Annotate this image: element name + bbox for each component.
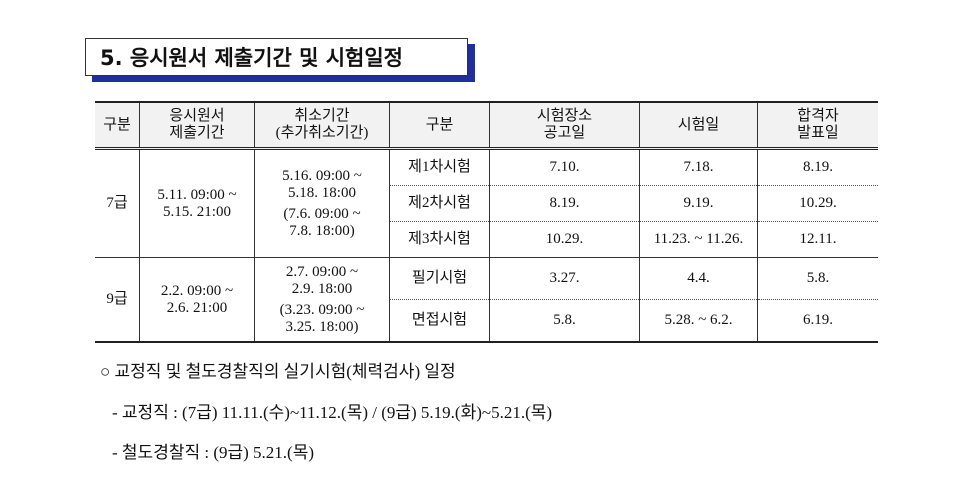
note: - 철도경찰직 : (9급) 5.21.(목) xyxy=(112,443,315,462)
header-cell: 응시원서 제출기간 xyxy=(139,101,255,150)
result: 12.11. xyxy=(757,221,878,258)
grade: 7급 xyxy=(95,148,140,258)
exam-date: 4.4. xyxy=(639,257,758,300)
header-cell: 취소기간 (추가취소기간) xyxy=(254,101,390,150)
apply-period: 2.2. 09:00 ~ 2.6. 21:00 xyxy=(139,257,255,343)
result: 8.19. xyxy=(757,148,878,186)
exam-name: 필기시험 xyxy=(389,257,490,300)
result: 5.8. xyxy=(757,257,878,300)
section-title: 5. 응시원서 제출기간 및 시험일정 xyxy=(85,38,468,76)
exam-date: 7.18. xyxy=(639,148,758,186)
grade: 9급 xyxy=(95,257,140,343)
exam-date: 5.28. ~ 6.2. xyxy=(639,299,758,343)
exam-name: 제2차시험 xyxy=(389,185,490,222)
notice: 3.27. xyxy=(489,257,640,300)
header-cell: 시험장소 공고일 xyxy=(489,101,640,150)
schedule-table: 구분 응시원서 제출기간 취소기간 (추가취소기간) 구분 시험장소 공고일 시… xyxy=(95,101,878,343)
notice: 10.29. xyxy=(489,221,640,258)
exam-name: 제3차시험 xyxy=(389,221,490,258)
notice: 7.10. xyxy=(489,148,640,186)
notice: 8.19. xyxy=(489,185,640,222)
apply-period: 5.11. 09:00 ~ 5.15. 21:00 xyxy=(139,148,255,258)
note: - 교정직 : (7급) 11.11.(수)~11.12.(목) / (9급) … xyxy=(112,403,553,422)
extra-cancel: (7.6. 09:00 ~ 7.8. 18:00) xyxy=(283,205,361,239)
notice: 5.8. xyxy=(489,299,640,343)
header-cell: 구분 xyxy=(389,101,490,150)
exam-name: 면접시험 xyxy=(389,299,490,343)
exam-date: 9.19. xyxy=(639,185,758,222)
header-cell: 구분 xyxy=(95,101,140,150)
header-cell: 합격자 발표일 xyxy=(757,101,878,150)
exam-date: 11.23. ~ 11.26. xyxy=(639,221,758,258)
cancel: 2.7. 09:00 ~ 2.9. 18:00 xyxy=(285,263,359,297)
result: 10.29. xyxy=(757,185,878,222)
note: ○ 교정직 및 철도경찰직의 실기시험(체력검사) 일정 xyxy=(100,362,456,381)
extra-cancel: (3.23. 09:00 ~ 3.25. 18:00) xyxy=(279,301,365,335)
cancel: 5.16. 09:00 ~ 5.18. 18:00 xyxy=(282,167,362,201)
cancel-period: 2.7. 09:00 ~ 2.9. 18:00 (3.23. 09:00 ~ 3.… xyxy=(254,257,390,343)
result: 6.19. xyxy=(757,299,878,343)
cancel-period: 5.16. 09:00 ~ 5.18. 18:00 (7.6. 09:00 ~ 7… xyxy=(254,148,390,258)
exam-name: 제1차시험 xyxy=(389,148,490,186)
header-cell: 시험일 xyxy=(639,101,758,150)
